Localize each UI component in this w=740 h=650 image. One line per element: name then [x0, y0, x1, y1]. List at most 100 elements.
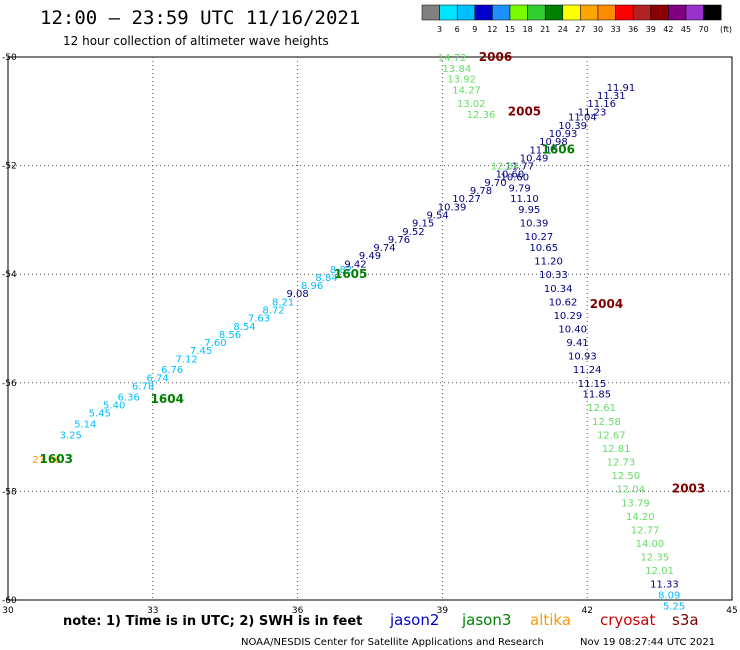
y-tick-label: -54 [2, 270, 17, 280]
swh-value-label: 9.95 [518, 205, 540, 216]
swh-value-label: 12.35 [640, 553, 669, 564]
y-tick-label: -52 [2, 162, 17, 172]
swh-value-label: 11.31 [597, 91, 626, 102]
pass-label: 1606 [542, 142, 575, 156]
mission-legend: jason2 jason3 altika cryosat s3a [389, 611, 699, 629]
swh-value-label: 10.39 [438, 202, 467, 213]
scale-swatch [439, 4, 458, 21]
scale-label: 39 [646, 25, 656, 34]
swh-value-label: 10.62 [549, 297, 578, 308]
swh-value-label: 12.61 [587, 403, 616, 414]
scale-label: 3 [437, 25, 442, 34]
swh-value-label: 11.77 [505, 162, 534, 173]
swh-value-label: 9.41 [566, 338, 588, 349]
swh-value-label: 10.27 [525, 232, 554, 243]
swh-value-label: 9.70 [484, 178, 506, 189]
swh-value-label: 9.76 [388, 235, 410, 246]
swh-value-label: 5.40 [103, 401, 125, 412]
swh-value-label: 8.21 [272, 297, 294, 308]
swh-value-label: 9.74 [373, 243, 395, 254]
swh-value-label: 9.52 [402, 227, 424, 238]
mission-name: jason3 [461, 611, 511, 629]
mission-name: altika [530, 611, 571, 629]
scale-swatch [492, 4, 511, 21]
scale-label: 33 [611, 25, 621, 34]
swh-value-label: 12.01 [645, 566, 674, 577]
swh-value-label: 10.93 [568, 352, 597, 363]
scale-swatch [685, 4, 704, 21]
x-tick-label: 42 [581, 606, 592, 616]
swh-value-label: 5.14 [74, 420, 96, 431]
scale-label: 45 [681, 25, 691, 34]
scale-swatch [597, 4, 616, 21]
swh-value-label: 7.60 [204, 338, 226, 349]
swh-value-label: 13.92 [447, 75, 476, 86]
chart-title: 12:00 — 23:59 UTC 11/16/2021 [40, 7, 360, 29]
swh-value-label: 9.54 [426, 210, 448, 221]
swh-value-label: 10.29 [554, 311, 583, 322]
scale-swatch [421, 4, 440, 21]
swh-value-label: 14.20 [626, 512, 655, 523]
scale-unit: (ft) [720, 25, 732, 34]
swh-value-label: 11.16 [587, 99, 616, 110]
scale-label: 24 [558, 25, 568, 34]
footer-credit: NOAA/NESDIS Center for Satellite Applica… [241, 637, 544, 648]
axis-ticks: 30 33 36 39 42 45 -50 -52 -54 -56 -58 -60 [2, 53, 738, 616]
swh-value-label: 12.04 [616, 485, 645, 496]
swh-value-label: 8.84 [315, 273, 337, 284]
swh-value-label: 14.27 [452, 86, 481, 97]
swh-value-label: 12.81 [602, 444, 631, 455]
swh-value-label: 7.45 [190, 346, 212, 357]
swh-value-label: 6.36 [118, 392, 140, 403]
swh-value-label: 11.10 [510, 194, 539, 205]
swh-value-label: 10.34 [544, 284, 573, 295]
scale-swatch [527, 4, 546, 21]
scale-swatch [703, 4, 722, 21]
swh-value-label: 7.63 [248, 314, 270, 325]
pass-label: 1603 [40, 452, 73, 466]
scale-swatch [456, 4, 476, 21]
swh-value-label: 9.42 [344, 259, 366, 270]
scale-swatch [474, 4, 493, 21]
scale-label: 70 [699, 25, 709, 34]
pass-label: 2003 [672, 482, 705, 496]
y-tick-label: -50 [2, 53, 17, 63]
swh-value-label: 10.39 [558, 121, 587, 132]
mission-name: cryosat [600, 611, 655, 629]
swh-value-label: 9.15 [412, 219, 434, 230]
swh-value-label: 5.25 [663, 601, 685, 612]
swh-value-label: 11.15 [529, 145, 558, 156]
swh-value-label: 11.85 [583, 390, 612, 401]
swh-value-label: 10.27 [452, 194, 481, 205]
swh-value-label: 12.77 [631, 525, 660, 536]
swh-value-label: 14.72 [438, 53, 467, 64]
swh-value-label: 9.79 [508, 183, 530, 194]
swh-value-label: 12.50 [611, 471, 640, 482]
swh-value-label: 9.08 [286, 289, 308, 300]
x-tick-label: 33 [147, 606, 158, 616]
scale-label: 21 [540, 25, 550, 34]
swh-value-label: 8.54 [233, 322, 255, 333]
scale-label: 9 [472, 25, 477, 34]
swh-value-label: 8.82 [330, 265, 352, 276]
swh-value-label: 12.36 [467, 110, 496, 121]
scale-label: 6 [455, 25, 460, 34]
footer-timestamp: Nov 19 08:27:44 UTC 2021 [580, 637, 715, 648]
swh-value-label: 8.96 [301, 281, 323, 292]
swh-value-label: 9.49 [359, 251, 381, 262]
swh-value-label: 12.67 [597, 430, 626, 441]
mission-name: jason2 [389, 611, 439, 629]
swh-value-label: 12.73 [607, 458, 636, 469]
scale-swatch [509, 4, 528, 21]
swh-value-label: 10.60 [500, 172, 529, 183]
pass-label: 1604 [151, 392, 184, 406]
scale-label: 18 [523, 25, 533, 34]
swh-value-label: 27.56 [32, 455, 61, 466]
y-tick-label: -58 [2, 487, 17, 497]
swh-value-label: 12.84 [491, 162, 520, 173]
color-scale: 3 6 9 12 15 18 21 24 27 30 33 36 39 42 45 70 (ft) [421, 4, 732, 34]
pass-label: 1605 [334, 267, 367, 281]
scale-swatch [544, 4, 564, 21]
swh-value-label: 6.78 [132, 382, 154, 393]
scale-label: 42 [663, 25, 673, 34]
